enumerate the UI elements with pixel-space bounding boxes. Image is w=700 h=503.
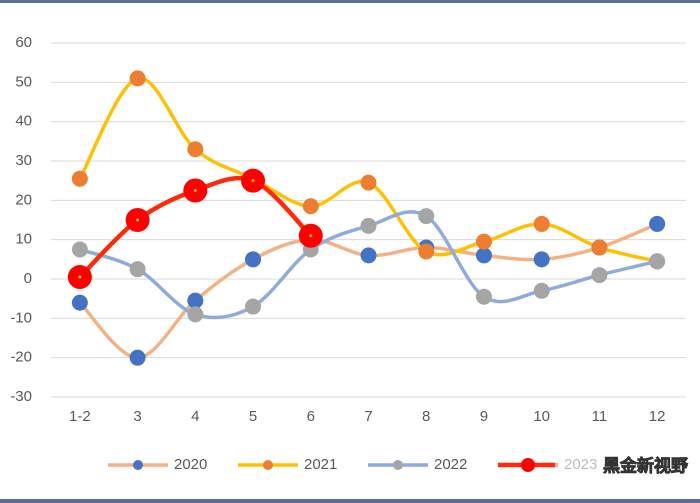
y-tick-label: -20 [10, 349, 32, 366]
marker-dot [251, 179, 255, 183]
watermark: 黑金新视野 [603, 455, 688, 475]
legend-label: 2021 [304, 456, 337, 473]
legend-marker [133, 460, 143, 470]
series-marker [129, 70, 146, 87]
legend-marker [263, 460, 273, 470]
legend-marker [393, 460, 403, 470]
top-border [0, 0, 700, 3]
series-marker [360, 247, 377, 264]
series-marker [187, 306, 204, 323]
series-marker [475, 247, 492, 264]
series-marker [187, 141, 204, 158]
x-tick-label: 7 [364, 408, 372, 425]
series-marker [360, 174, 377, 191]
bottom-border [0, 499, 700, 503]
legend-marker [521, 458, 535, 472]
y-tick-label: 60 [15, 34, 32, 51]
series-marker [129, 349, 146, 366]
series-marker [187, 292, 204, 309]
series-marker [418, 243, 435, 260]
series-marker [533, 282, 550, 299]
y-tick-label: 30 [15, 152, 32, 169]
legend-label: 2020 [174, 456, 207, 473]
series-marker [302, 198, 319, 215]
marker-dot [193, 189, 197, 192]
x-tick-label: 12 [649, 408, 666, 425]
x-tick-label: 6 [307, 408, 315, 425]
series-marker [245, 298, 262, 315]
x-tick-label: 3 [133, 408, 141, 425]
series-marker [533, 215, 550, 232]
series-marker [591, 267, 608, 284]
y-tick-label: -30 [10, 388, 32, 405]
x-tick-label: 11 [592, 408, 608, 425]
series-marker [649, 215, 666, 232]
legend-label: 2022 [434, 456, 467, 473]
y-tick-label: 10 [15, 231, 32, 248]
x-tick-label: 8 [422, 408, 430, 425]
series-marker [533, 251, 550, 268]
x-tick-label: 5 [249, 408, 257, 425]
y-tick-label: 40 [15, 113, 32, 130]
series-marker [245, 251, 262, 268]
series-marker [71, 294, 88, 311]
y-tick-label: -10 [10, 309, 32, 326]
series-marker [649, 253, 666, 270]
series-line [78, 222, 658, 360]
y-tick-label: 20 [15, 191, 32, 208]
y-tick-label: 0 [24, 270, 32, 287]
series-marker [360, 217, 377, 234]
series-marker [475, 233, 492, 250]
x-tick-label: 4 [191, 408, 199, 425]
watermark-bg [555, 454, 690, 478]
series-marker [129, 261, 146, 278]
y-tick-label: 50 [15, 73, 32, 90]
x-tick-label: 1-2 [69, 408, 91, 425]
series-marker [591, 239, 608, 256]
series-marker [71, 170, 88, 187]
marker-dot [78, 275, 82, 279]
x-tick-label: 9 [480, 408, 488, 425]
series-marker [475, 288, 492, 305]
series-marker [71, 241, 88, 258]
marker-dot [309, 234, 313, 238]
x-tick-label: 10 [533, 408, 550, 425]
series-marker [418, 208, 435, 225]
marker-dot [136, 218, 140, 222]
